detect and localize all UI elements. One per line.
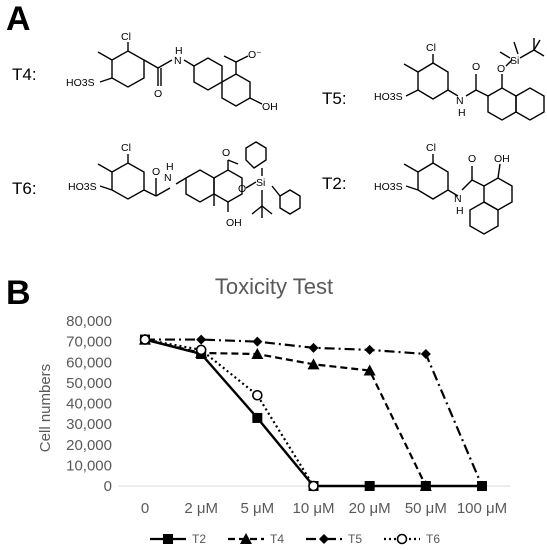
atom-ho3s: HO3S	[66, 77, 95, 89]
atom-o: O	[152, 166, 160, 178]
y-tick-label: 10,000	[66, 457, 112, 474]
atom-o: O	[497, 63, 505, 75]
legend-marker	[240, 533, 252, 544]
data-point	[251, 348, 264, 359]
y-tick-label: 80,000	[66, 313, 112, 330]
atom-cl: Cl	[426, 142, 436, 154]
y-tick-label: 50,000	[66, 375, 112, 392]
atom-h: H	[175, 45, 183, 57]
data-point	[308, 342, 319, 353]
atom-ho3s: HO3S	[374, 91, 403, 103]
legend-item-t2: T2	[150, 532, 206, 546]
structure-t5: Cl HO3S N H O O Si	[374, 38, 545, 121]
atom-h: H	[166, 161, 174, 173]
atom-n: N	[454, 193, 462, 205]
x-tick-label: 2 μM	[184, 500, 218, 517]
chart-title: Toxicity Test	[215, 274, 333, 299]
structure-t6: Cl HO3S O H N O O Si OH	[68, 141, 301, 229]
legend-marker	[319, 534, 329, 544]
atom-si: Si	[510, 55, 519, 67]
panel-b-letter: B	[6, 274, 31, 312]
legend: T2 T4 T5 T6	[150, 532, 440, 546]
legend-item-t6: T6	[384, 532, 440, 546]
series-t4	[139, 333, 432, 491]
data-point	[139, 334, 151, 345]
x-tick-label: 5 μM	[241, 500, 275, 517]
data-point	[196, 334, 207, 345]
series-t6	[139, 334, 319, 492]
atom-cl: Cl	[121, 31, 131, 43]
atom-oh: OH	[226, 217, 242, 229]
legend-item-t5: T5	[306, 532, 362, 546]
legend-marker	[396, 533, 408, 545]
legend-label: T2	[192, 532, 206, 546]
atom-ho3s: HO3S	[374, 181, 403, 193]
compound-t6-label: T6:	[12, 179, 37, 198]
atom-o: O	[238, 183, 246, 195]
atom-n: N	[456, 95, 464, 107]
atom-oh: OH	[262, 101, 278, 113]
atom-o: O	[472, 61, 480, 73]
data-point	[364, 481, 375, 491]
x-tick-label: 20 μM	[349, 500, 391, 517]
legend-label: T6	[426, 532, 440, 546]
data-point	[419, 480, 432, 491]
structure-t2: Cl HO3S N H O OH	[374, 142, 513, 235]
series-line	[144, 338, 427, 487]
data-point	[195, 344, 207, 356]
series-t2	[140, 334, 487, 491]
x-tick-label: 50 μM	[405, 500, 447, 517]
compound-t4-label: T4:	[12, 65, 37, 84]
data-point	[364, 344, 375, 355]
structures-drawing: Cl HO3S O H N O⁻ OH Cl HO3S N H O	[66, 31, 545, 235]
data-point	[252, 389, 263, 401]
y-tick-label: 70,000	[66, 334, 112, 351]
y-tick-label: 40,000	[66, 396, 112, 413]
atom-cl: Cl	[426, 42, 436, 54]
x-tick-label: 100 μM	[457, 500, 507, 517]
data-point	[363, 364, 376, 376]
data-point	[477, 481, 487, 491]
atom-n: N	[164, 172, 172, 184]
legend-marker	[163, 534, 173, 544]
y-axis-ticks: 0 10,000 20,000 30,000 40,000 50,000 60,000 70,…	[66, 313, 112, 495]
atom-si: Si	[256, 177, 265, 189]
atom-cl: Cl	[121, 142, 131, 154]
atom-o: O	[468, 153, 476, 165]
series-group	[139, 333, 487, 492]
structure-t4: Cl HO3S O H N O⁻ OH	[66, 31, 278, 113]
data-point	[307, 358, 320, 370]
compound-t2-label: T2:	[322, 174, 347, 193]
atom-o: O	[154, 88, 162, 100]
atom-o: O	[222, 147, 230, 159]
data-point	[252, 412, 263, 423]
legend-item-t4: T4	[228, 532, 284, 546]
y-axis-label: Cell numbers	[37, 364, 54, 452]
y-tick-label: 0	[104, 478, 112, 495]
x-tick-label: 10 μM	[293, 500, 335, 517]
atom-h: H	[456, 205, 464, 217]
atom-ho3s: HO3S	[68, 181, 97, 193]
data-point	[252, 336, 263, 347]
data-point	[308, 480, 319, 492]
legend-label: T5	[348, 532, 362, 546]
x-tick-label: 0	[141, 500, 149, 517]
atom-n: N	[174, 55, 182, 67]
data-point	[420, 349, 431, 359]
y-tick-label: 30,000	[66, 416, 112, 433]
compound-t5-label: T5:	[322, 89, 347, 108]
panel-a-letter: A	[6, 0, 31, 38]
atom-h: H	[458, 107, 466, 119]
series-line	[144, 338, 315, 487]
atom-o-minus: O⁻	[248, 49, 262, 61]
atom-oh: OH	[494, 153, 510, 165]
y-tick-label: 20,000	[66, 437, 112, 454]
legend-label: T4	[270, 532, 284, 546]
series-t5	[140, 334, 487, 491]
y-tick-label: 60,000	[66, 354, 112, 371]
